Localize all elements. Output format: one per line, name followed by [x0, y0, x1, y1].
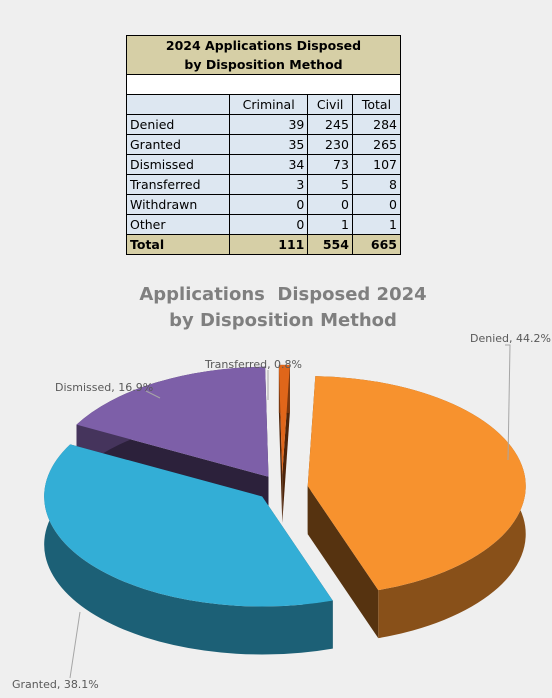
title-line: 2024 Applications Disposed	[165, 38, 362, 53]
pie	[44, 364, 526, 655]
cell: 230	[307, 134, 353, 155]
cell: Transferred	[126, 174, 230, 195]
slice-wall	[44, 444, 333, 655]
data-row: Denied 39 245 284	[126, 114, 402, 135]
header-row: Criminal Civil Total	[126, 94, 402, 115]
data-label: Denied, 44.2%	[470, 332, 551, 345]
chart-subtitle: by Disposition Method	[169, 310, 397, 331]
cell: Dismissed	[126, 154, 230, 175]
slice	[307, 376, 526, 591]
leader-line	[505, 344, 511, 461]
cell: 2024 Applications Disposed by Disposition…	[126, 35, 401, 75]
leader-line	[69, 611, 81, 679]
cell: 0	[228, 214, 309, 235]
cell: Granted	[126, 134, 230, 155]
cell: 5	[307, 174, 353, 195]
cell: 0	[307, 194, 353, 215]
cell: Other	[126, 214, 230, 235]
data-row: Dismissed 34 73 107	[126, 154, 402, 175]
cell: 34	[228, 154, 309, 175]
data-row: Transferred 3 5 8	[126, 174, 402, 195]
cell: 245	[307, 114, 353, 135]
table-title: 2024 Applications Disposed by Disposition…	[126, 35, 401, 75]
cell: 73	[307, 154, 353, 175]
cell: Criminal	[228, 94, 309, 115]
cell: 665	[351, 234, 402, 255]
slice	[44, 444, 333, 607]
cell	[126, 74, 401, 95]
slice	[76, 366, 269, 477]
cell: 0	[351, 194, 402, 215]
data-row: Granted 35 230 265	[126, 134, 402, 155]
cell: Total	[351, 94, 402, 115]
data-row: Withdrawn 0 0 0	[126, 194, 402, 215]
cell: Total	[126, 234, 230, 255]
cell: 39	[228, 114, 309, 135]
title-line: by Disposition Method	[184, 57, 343, 72]
cell: 265	[351, 134, 402, 155]
data-label: Transferred, 0.8%	[204, 358, 302, 371]
cell: 107	[351, 154, 402, 175]
table: 2024 Applications Disposed by Disposition…	[126, 35, 402, 255]
cell: 554	[307, 234, 353, 255]
cell: 111	[228, 234, 309, 255]
cell: 3	[228, 174, 309, 195]
data-label: Dismissed, 16.9%	[55, 381, 153, 394]
data-label: Granted, 38.1%	[12, 678, 99, 691]
data-row: Other 0 1 1	[126, 214, 402, 235]
cell: Denied	[126, 114, 230, 135]
leader-line	[145, 390, 161, 399]
cell: 35	[228, 134, 309, 155]
blank-row	[126, 74, 401, 95]
leader-lines	[69, 344, 511, 679]
cell: 1	[307, 214, 353, 235]
slice-side	[307, 486, 379, 639]
chart-title: Applications Disposed 2024	[139, 284, 426, 305]
slice	[278, 364, 290, 475]
total-row: Total 111 554 665	[126, 234, 402, 255]
